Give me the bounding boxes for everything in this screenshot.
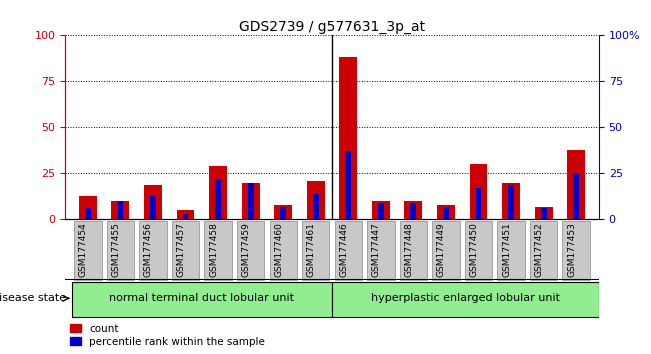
Bar	[312, 194, 318, 219]
Bar	[540, 209, 547, 219]
Bar	[111, 201, 130, 219]
Title: GDS2739 / g577631_3p_at: GDS2739 / g577631_3p_at	[239, 21, 425, 34]
FancyBboxPatch shape	[432, 221, 460, 280]
FancyBboxPatch shape	[302, 221, 329, 280]
Text: GSM177456: GSM177456	[144, 222, 153, 278]
Text: GSM177448: GSM177448	[404, 222, 413, 277]
Bar	[372, 201, 390, 219]
Text: GSM177454: GSM177454	[79, 222, 88, 277]
Bar	[574, 173, 579, 219]
Text: GSM177459: GSM177459	[242, 222, 251, 278]
Bar	[182, 214, 189, 219]
FancyBboxPatch shape	[107, 221, 134, 280]
Text: GSM177460: GSM177460	[274, 222, 283, 278]
FancyBboxPatch shape	[497, 221, 525, 280]
Bar	[567, 149, 585, 219]
FancyBboxPatch shape	[74, 221, 102, 280]
Bar	[534, 207, 553, 219]
Bar	[469, 164, 488, 219]
Bar	[437, 205, 455, 219]
FancyBboxPatch shape	[367, 221, 395, 280]
FancyBboxPatch shape	[139, 221, 167, 280]
Bar	[508, 184, 514, 219]
Text: GSM177458: GSM177458	[209, 222, 218, 278]
Bar	[345, 152, 351, 219]
Bar	[72, 282, 332, 316]
Bar	[280, 207, 286, 219]
FancyBboxPatch shape	[465, 221, 492, 280]
Bar	[150, 195, 156, 219]
Bar	[209, 166, 227, 219]
Text: GSM177461: GSM177461	[307, 222, 316, 278]
Bar	[274, 205, 292, 219]
FancyBboxPatch shape	[172, 221, 199, 280]
Text: GSM177446: GSM177446	[339, 222, 348, 277]
Bar	[85, 209, 90, 219]
Text: GSM177450: GSM177450	[469, 222, 478, 278]
Text: hyperplastic enlarged lobular unit: hyperplastic enlarged lobular unit	[371, 293, 560, 303]
Bar	[410, 203, 417, 219]
Text: GSM177455: GSM177455	[111, 222, 120, 278]
Text: GSM177457: GSM177457	[176, 222, 186, 278]
Bar	[118, 201, 124, 219]
FancyBboxPatch shape	[335, 221, 362, 280]
Bar	[475, 188, 481, 219]
FancyBboxPatch shape	[270, 221, 297, 280]
Legend: count, percentile rank within the sample: count, percentile rank within the sample	[70, 324, 265, 347]
FancyBboxPatch shape	[400, 221, 427, 280]
Text: normal terminal duct lobular unit: normal terminal duct lobular unit	[109, 293, 294, 303]
FancyBboxPatch shape	[237, 221, 264, 280]
Text: GSM177447: GSM177447	[372, 222, 381, 277]
Text: GSM177452: GSM177452	[534, 222, 544, 277]
Bar	[144, 184, 162, 219]
FancyBboxPatch shape	[530, 221, 557, 280]
Text: GSM177453: GSM177453	[567, 222, 576, 278]
Text: disease state: disease state	[0, 293, 66, 303]
Bar	[247, 183, 253, 219]
Bar	[79, 195, 97, 219]
Bar	[339, 57, 357, 219]
Bar	[215, 179, 221, 219]
FancyBboxPatch shape	[204, 221, 232, 280]
Bar	[502, 183, 520, 219]
Text: GSM177449: GSM177449	[437, 222, 446, 277]
Bar	[443, 207, 449, 219]
Text: GSM177451: GSM177451	[502, 222, 511, 278]
Bar	[332, 282, 599, 316]
Bar	[404, 201, 422, 219]
Bar	[242, 183, 260, 219]
Bar	[307, 181, 325, 219]
Bar	[176, 210, 195, 219]
FancyBboxPatch shape	[562, 221, 590, 280]
Bar	[378, 203, 383, 219]
